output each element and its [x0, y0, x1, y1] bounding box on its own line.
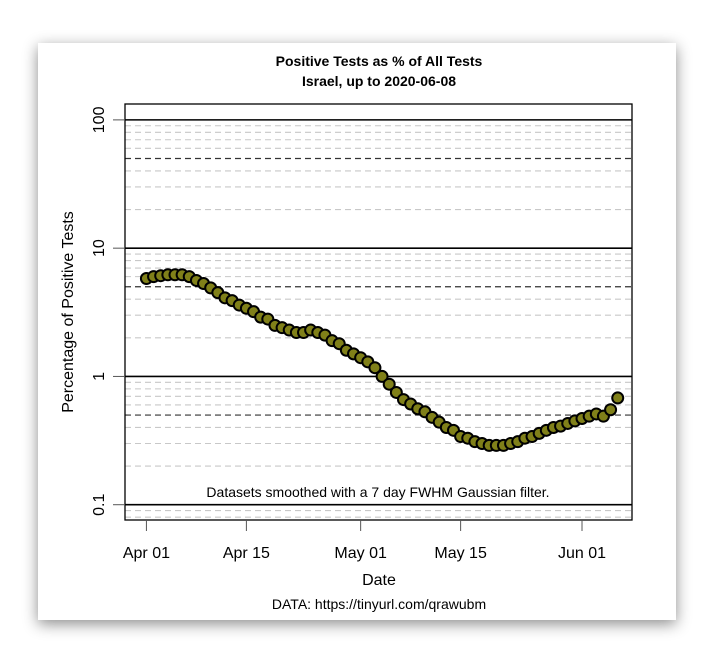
plot-frame: [124, 103, 633, 521]
x-tick-label: Jun 01: [558, 545, 606, 562]
data-point: [611, 391, 625, 405]
y-tick-label: 100: [91, 106, 108, 133]
data-point: [375, 369, 389, 383]
y-axis-label: Percentage of Positive Tests: [60, 211, 77, 413]
data-point: [382, 377, 396, 391]
x-axis-label: Date: [362, 572, 396, 589]
x-tick-label: May 15: [434, 545, 487, 562]
data-point: [604, 403, 618, 417]
axes: 100 10 1 0.1 Apr 01 Apr 15 May 01 May 15 Jun 01: [91, 106, 606, 562]
data-source: DATA: https://tinyurl.com/qrawubm: [272, 596, 486, 612]
x-tick-label: May 01: [334, 545, 387, 562]
x-tick-label: Apr 15: [223, 545, 270, 562]
annotation: Datasets smoothed with a 7 day FWHM Gaus…: [206, 484, 549, 500]
chart-title: Positive Tests as % of All Tests: [276, 53, 483, 69]
chart-card: [38, 43, 676, 620]
y-tick-label: 0.1: [91, 493, 108, 515]
data-point: [368, 361, 382, 375]
y-tick-label: 1: [91, 372, 108, 381]
data-points: [139, 268, 625, 452]
chart-subtitle: Israel, up to 2020-06-08: [302, 73, 456, 89]
y-tick-label: 10: [91, 239, 108, 257]
gridlines: [125, 119, 632, 518]
x-tick-label: Apr 01: [123, 545, 170, 562]
